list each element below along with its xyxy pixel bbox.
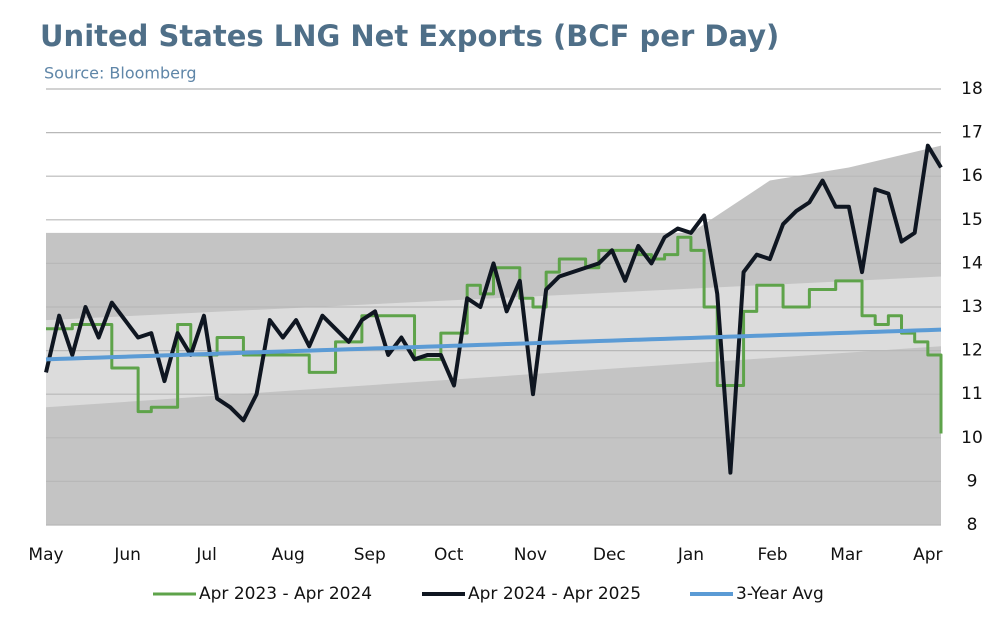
series-line [44, 143, 943, 475]
x-tick-label: Apr [913, 545, 942, 565]
x-tick-label: Aug [272, 545, 305, 565]
y-tick-label: 17 [961, 123, 983, 143]
y-tick-label: 10 [961, 428, 983, 448]
x-tick-label: Feb [757, 545, 787, 565]
y-tick-label: 8 [967, 515, 978, 535]
x-tick-label: Jul [195, 545, 217, 565]
chart-subtitle: Source: Bloomberg [44, 64, 196, 83]
x-tick-label: Dec [593, 545, 626, 565]
y-tick-label: 9 [967, 471, 978, 491]
y-tick-label: 11 [961, 384, 983, 404]
chart-title: United States LNG Net Exports (BCF per D… [40, 19, 779, 53]
x-tick-label: Jan [677, 545, 704, 565]
y-tick-label: 15 [961, 210, 983, 230]
y-tick-label: 14 [961, 253, 983, 273]
legend-label: Apr 2024 - Apr 2025 [468, 584, 641, 604]
x-tick-label: Mar [830, 545, 862, 565]
series-line [45, 327, 942, 362]
y-tick-label: 16 [961, 166, 983, 186]
y-tick-label: 12 [961, 341, 983, 361]
x-tick-label: Sep [354, 545, 386, 565]
x-tick-label: May [28, 545, 63, 565]
x-tick-label: Nov [514, 545, 547, 565]
x-tick-label: Jun [113, 545, 141, 565]
y-tick-label: 13 [961, 297, 983, 317]
legend-label: Apr 2023 - Apr 2024 [199, 584, 372, 604]
x-tick-label: Oct [434, 545, 464, 565]
legend-label: 3-Year Avg [736, 584, 824, 604]
y-tick-label: 18 [961, 79, 983, 99]
